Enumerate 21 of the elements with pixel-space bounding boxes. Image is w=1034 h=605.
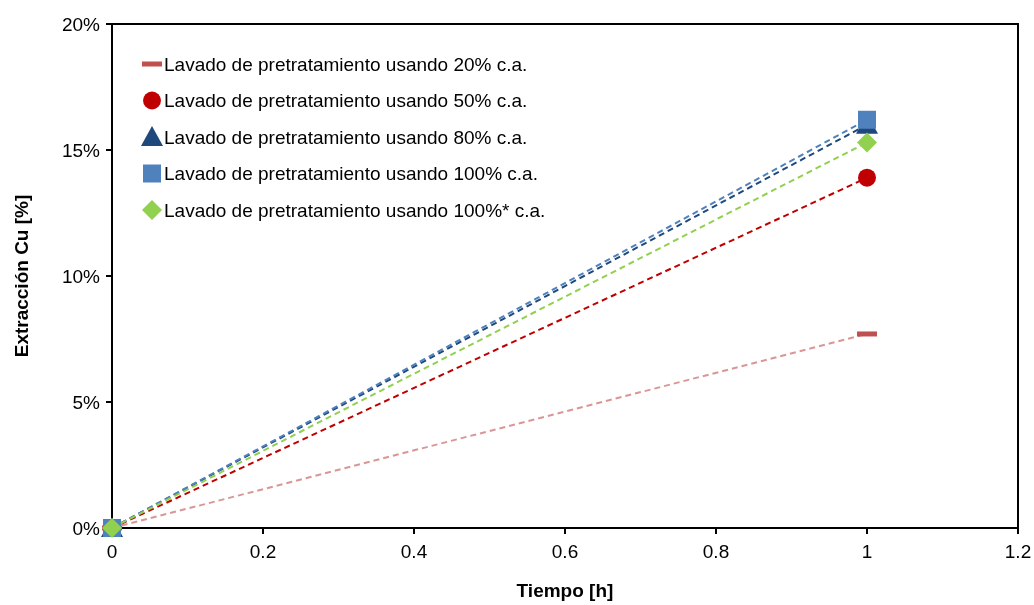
point xyxy=(858,168,876,187)
y-tick-label: 10% xyxy=(61,265,101,287)
y-tick-label: 20% xyxy=(61,13,101,35)
y-tick-label: 5% xyxy=(72,391,101,413)
x-tick-label: 1 xyxy=(861,541,873,562)
legend-label: Lavado de pretratamiento usando 20% c.a. xyxy=(164,53,528,75)
x-axis-title: Tiempo [h] xyxy=(516,580,614,601)
legend-label: Lavado de pretratamiento usando 100%* c.a. xyxy=(164,199,546,221)
y-tick-label: 0% xyxy=(72,517,101,539)
point xyxy=(857,132,877,153)
x-tick-label: 0.4 xyxy=(400,541,428,562)
x-tick-label: 0.8 xyxy=(702,541,730,562)
x-tick-label: 1.2 xyxy=(1004,541,1032,562)
legend-label: Lavado de pretratamiento usando 50% c.a. xyxy=(164,90,528,112)
y-axis-title: Extracción Cu [%] xyxy=(11,194,32,358)
x-tick-label: 0 xyxy=(106,541,118,562)
legend-label: Lavado de pretratamiento usando 100% c.a. xyxy=(164,163,538,185)
legend-label: Lavado de pretratamiento usando 80% c.a. xyxy=(164,126,528,148)
x-tick-label: 0.2 xyxy=(249,541,277,562)
x-tick-label: 0.6 xyxy=(551,541,579,562)
y-tick-label: 15% xyxy=(61,139,101,161)
